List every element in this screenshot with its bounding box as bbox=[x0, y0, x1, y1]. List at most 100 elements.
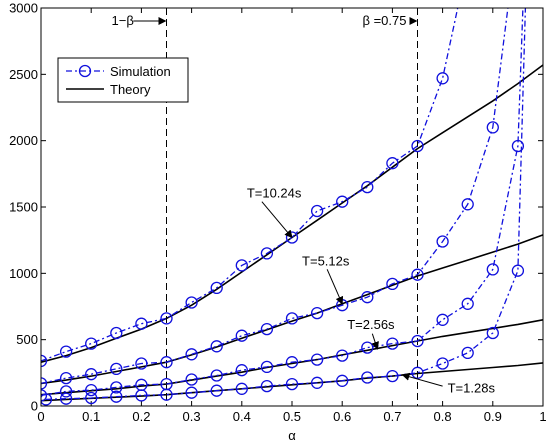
legend-simulation-marker bbox=[78, 64, 92, 78]
simulation-point-t-1-28s bbox=[110, 390, 123, 403]
simulation-point-t-1-28s bbox=[486, 326, 499, 340]
simulation-point-t-2-56s bbox=[511, 139, 525, 153]
x-tick-label: 1 bbox=[539, 409, 546, 424]
simulation-point-t-10-24s bbox=[260, 247, 274, 260]
theory-line-t-5-12s bbox=[40, 234, 544, 385]
annotation-arrow-t-2-56s bbox=[371, 333, 379, 350]
simulation-point-t-5-12s bbox=[160, 356, 173, 369]
simulation-point-t-5-12s bbox=[310, 306, 324, 320]
simulation-point-t-1-28s bbox=[336, 374, 349, 387]
simulation-point-t-2-56s bbox=[285, 356, 299, 369]
simulation-point-t-1-28s bbox=[235, 382, 248, 395]
legend-simulation-label: Simulation bbox=[110, 64, 171, 79]
simulation-point-t-5-12s bbox=[185, 348, 198, 361]
simulation-point-t-1-28s bbox=[160, 388, 173, 401]
x-tick-label: 0.8 bbox=[434, 409, 452, 424]
simulation-point-t-1-28s bbox=[41, 393, 53, 406]
x-tick-label: 0.4 bbox=[233, 409, 251, 424]
simulation-point-t-5-12s bbox=[411, 268, 424, 281]
simulation-point-t-2-56s bbox=[210, 369, 223, 382]
vline-label--0-75: β =0.75 bbox=[363, 13, 407, 28]
annotation-t-1-28s: T=1.28s bbox=[448, 381, 496, 396]
legend: Simulation Theory bbox=[57, 57, 189, 103]
y-tick-label: 2500 bbox=[9, 67, 38, 82]
simulation-point-t-10-24s bbox=[235, 259, 248, 272]
simulation-point-t-10-24s bbox=[210, 281, 223, 295]
simulation-point-t-10-24s bbox=[386, 157, 399, 170]
vline-label-1: 1−β bbox=[112, 13, 134, 28]
y-tick-label: 1500 bbox=[9, 200, 38, 215]
simulation-point-t-10-24s bbox=[310, 204, 324, 218]
simulation-point-t-10-24s bbox=[135, 317, 148, 330]
simulation-point-t-10-24s bbox=[160, 312, 173, 325]
simulation-point-t-10-24s bbox=[41, 354, 48, 368]
annotation-arrow-t-10-24s bbox=[261, 201, 293, 239]
theory-line-t-2-56s bbox=[40, 319, 544, 396]
simulation-point-t-2-56s bbox=[336, 349, 349, 362]
x-tick-label: 0.6 bbox=[333, 409, 351, 424]
simulation-point-t-10-24s bbox=[336, 195, 349, 208]
simulation-point-t-10-24s bbox=[59, 345, 73, 358]
x-tick-label: 0.9 bbox=[484, 409, 502, 424]
simulation-point-t-10-24s bbox=[411, 139, 424, 153]
x-tick-label: 0.2 bbox=[132, 409, 150, 424]
annotation-arrow-t-5-12s bbox=[326, 269, 344, 305]
simulation-point-t-1-28s bbox=[185, 386, 198, 399]
x-tick-label: 0 bbox=[37, 409, 44, 424]
simulation-point-t-1-28s bbox=[210, 384, 223, 397]
simulation-point-t-10-24s bbox=[85, 337, 98, 350]
simulation-point-t-5-12s bbox=[436, 235, 449, 248]
simulation-point-t-1-28s bbox=[85, 391, 98, 405]
x-axis-label: α bbox=[288, 428, 296, 443]
x-tick-label: 0.7 bbox=[383, 409, 401, 424]
y-tick-label: 500 bbox=[16, 332, 38, 347]
x-tick-label: 0.1 bbox=[82, 409, 100, 424]
simulation-point-t-5-12s bbox=[210, 340, 223, 353]
simulation-point-t-5-12s bbox=[486, 121, 499, 134]
simulation-point-t-1-28s bbox=[310, 376, 324, 389]
annotation-t-2-56s: T=2.56s bbox=[347, 317, 395, 332]
simulation-point-t-5-12s bbox=[135, 357, 148, 370]
simulation-point-t-2-56s bbox=[185, 373, 198, 386]
y-tick-label: 0 bbox=[31, 399, 38, 414]
x-tick-label: 0.5 bbox=[283, 409, 301, 424]
simulation-point-t-2-56s bbox=[85, 383, 98, 397]
simulation-point-t-1-28s bbox=[135, 389, 148, 402]
simulation-point-t-5-12s bbox=[386, 277, 399, 291]
annotation-t-10-24s: T=10.24s bbox=[247, 186, 302, 201]
simulation-point-t-5-12s bbox=[285, 312, 299, 325]
simulation-point-t-1-28s bbox=[361, 371, 374, 384]
simulation-line-t-5-12s bbox=[41, 8, 509, 385]
simulation-point-t-2-56s bbox=[411, 334, 424, 348]
simulation-point-t-5-12s bbox=[461, 198, 474, 211]
x-tick-label: 0.3 bbox=[183, 409, 201, 424]
simulation-point-t-1-28s bbox=[386, 369, 399, 383]
simulation-point-t-10-24s bbox=[110, 326, 123, 340]
simulation-point-t-5-12s bbox=[41, 377, 48, 390]
simulation-point-t-1-28s bbox=[285, 377, 299, 391]
simulation-point-t-2-56s bbox=[110, 381, 123, 394]
y-tick-label: 3000 bbox=[9, 1, 38, 16]
y-tick-label: 1000 bbox=[9, 266, 38, 281]
legend-theory-label: Theory bbox=[110, 82, 151, 97]
simulation-point-t-5-12s bbox=[59, 371, 73, 385]
simulation-point-t-5-12s bbox=[235, 329, 248, 342]
legend-box bbox=[57, 57, 189, 103]
simulation-curves bbox=[41, 8, 527, 406]
simulation-point-t-5-12s bbox=[110, 362, 123, 376]
simulation-point-t-5-12s bbox=[85, 368, 98, 381]
simulation-point-t-10-24s bbox=[436, 72, 449, 85]
annotation-t-5-12s: T=5.12s bbox=[302, 253, 350, 268]
plot-frame bbox=[40, 7, 544, 407]
simulation-point-t-2-56s bbox=[486, 263, 499, 276]
simulation-point-t-2-56s bbox=[461, 297, 474, 310]
simulation-point-t-2-56s bbox=[235, 364, 248, 377]
simulation-point-t-10-24s bbox=[361, 180, 374, 194]
axis-ticks: 0 0.1 0.2 0.3 0.4 0.5 0.6 0.7 0.8 0.9 1 0 500 1000 150… bbox=[9, 1, 547, 425]
simulation-point-t-5-12s bbox=[260, 322, 274, 336]
theory-line-t-1-28s bbox=[40, 362, 544, 402]
simulation-point-t-2-56s bbox=[310, 353, 324, 366]
simulation-point-t-10-24s bbox=[185, 296, 198, 309]
y-tick-label: 2000 bbox=[9, 133, 38, 148]
simulation-point-t-5-12s bbox=[361, 291, 374, 304]
